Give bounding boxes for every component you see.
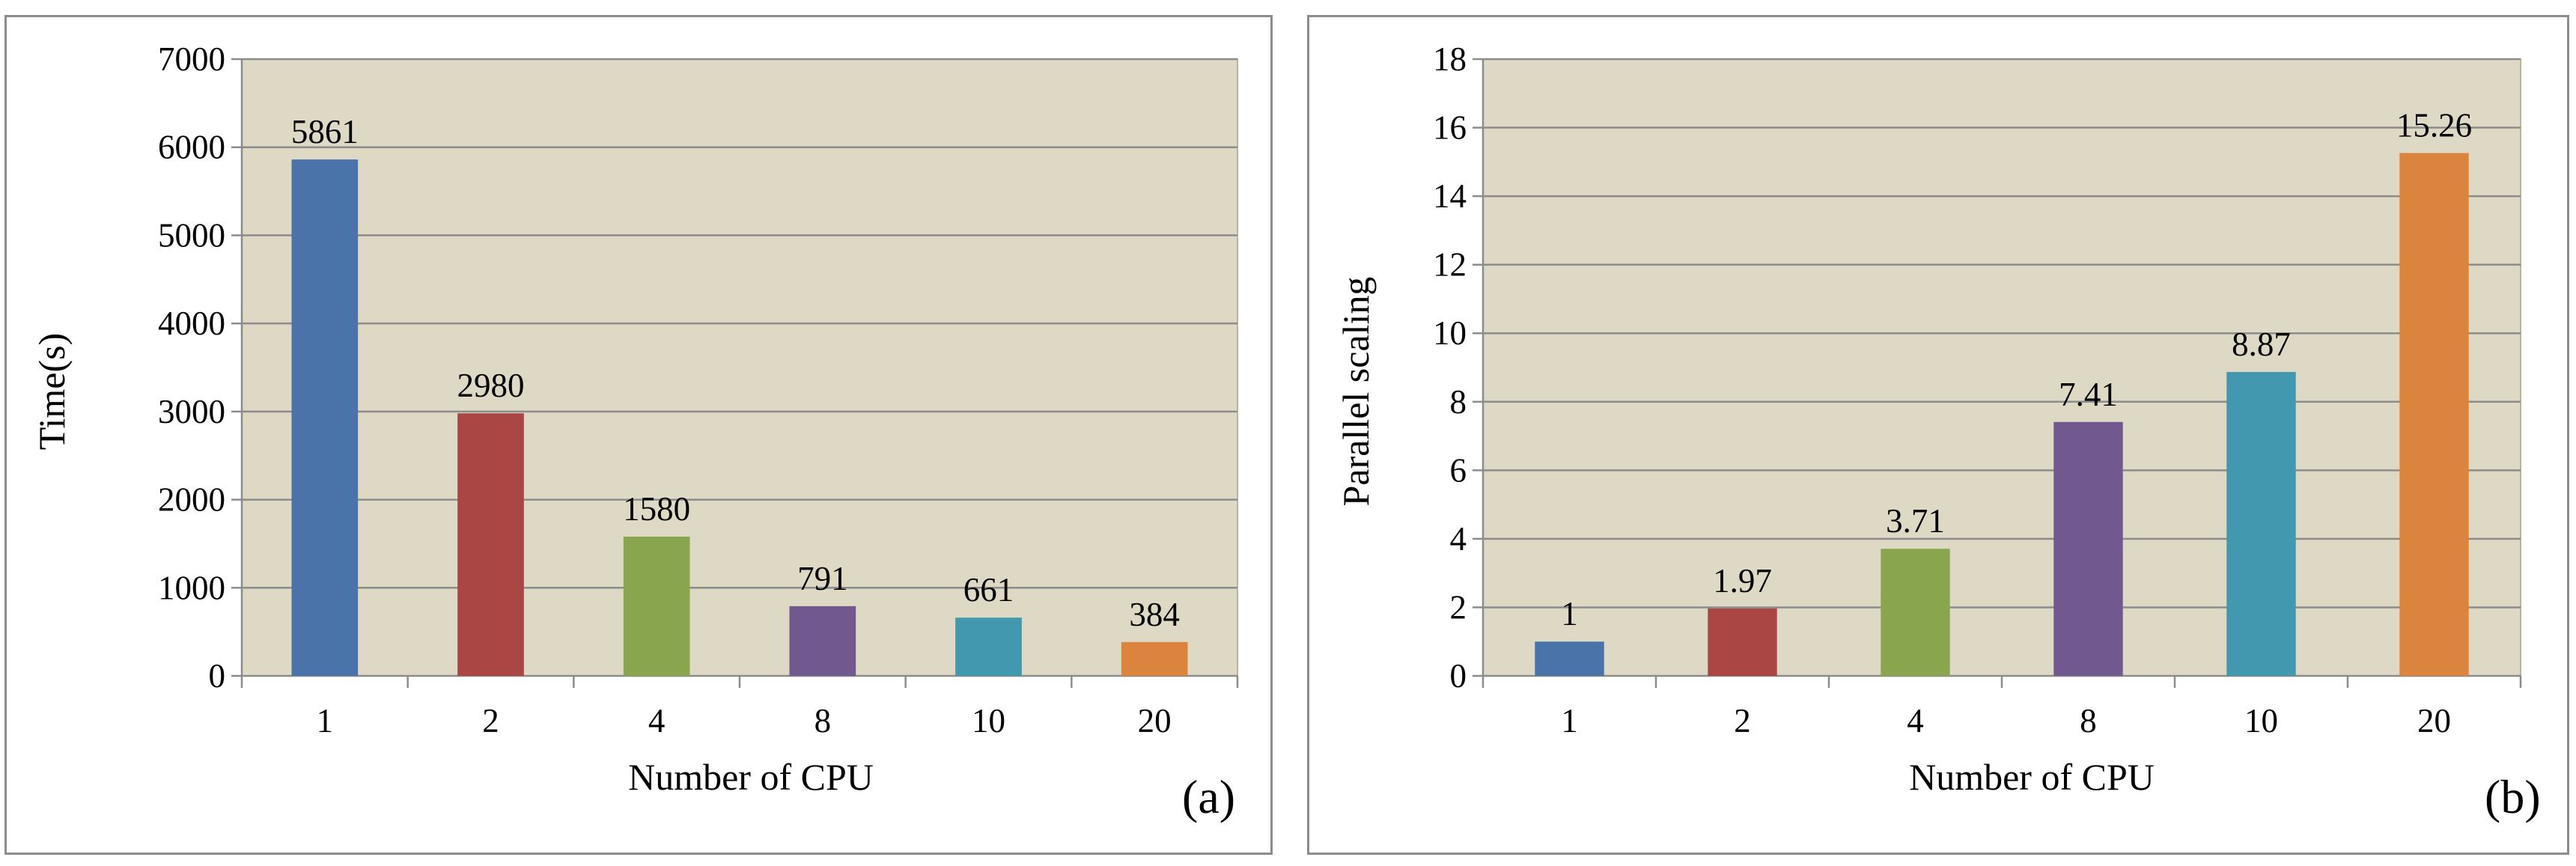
chart-b-data-label-4: 3.71 — [1886, 502, 1945, 540]
chart-b-y-axis-title: Parallel scaling — [1335, 276, 1377, 507]
chart-b-data-label-10: 8.87 — [2232, 326, 2291, 363]
chart-panel-b: 0 2 4 6 8 10 12 14 16 18 1 1 1.97 2 3.71 4 7.41 8 8.87 10 15… — [1307, 15, 2569, 855]
chart-b-y-tick-label: 4 — [1450, 520, 1467, 558]
chart-a-data-label-10: 661 — [963, 571, 1014, 609]
chart-b-x-tick-label-8: 8 — [2080, 702, 2097, 740]
chart-b-bar-4 — [1881, 549, 1950, 676]
chart-a-y-tick-label: 7000 — [158, 40, 225, 78]
chart-b-y-tick-label: 10 — [1433, 314, 1467, 352]
chart-b-x-tick-label-20: 20 — [2417, 702, 2451, 740]
chart-panel-a: 0 1000 2000 3000 4000 5000 6000 7000 5861 1 2980 2 1… — [4, 15, 1273, 855]
chart-a-y-tick-label: 6000 — [158, 129, 225, 166]
chart-a-x-tick-label-8: 8 — [814, 702, 832, 740]
chart-a-x-tick-label-1: 1 — [317, 702, 334, 740]
chart-a-data-label-1: 5861 — [291, 113, 359, 150]
chart-a-plot-area — [241, 58, 1238, 677]
chart-a-bar-8 — [789, 606, 856, 676]
chart-b-data-label-20: 15.26 — [2396, 106, 2472, 144]
chart-b-data-label-2: 1.97 — [1713, 562, 1772, 600]
chart-b-data-label-8: 7.41 — [2059, 376, 2118, 413]
chart-b-y-tick-label: 12 — [1433, 246, 1467, 284]
chart-a-data-label-4: 1580 — [623, 490, 690, 528]
chart-a-y-tick-label: 4000 — [158, 305, 225, 342]
chart-b-y-tick-label: 16 — [1433, 109, 1467, 147]
chart-b-data-label-1: 1 — [1561, 595, 1578, 632]
chart-a-bar-4 — [623, 537, 690, 676]
chart-b-y-tick-label: 6 — [1450, 451, 1467, 489]
chart-b-bar-1 — [1535, 641, 1604, 676]
chart-a-bar-1 — [291, 159, 359, 677]
chart-a-bar-10 — [955, 618, 1022, 676]
chart-a-x-tick-label-20: 20 — [1138, 702, 1172, 740]
chart-b-panel-label: (b) — [2485, 770, 2541, 823]
chart-a-y-tick-label: 2000 — [158, 481, 225, 519]
chart-a-y-tick-label: 0 — [209, 657, 226, 695]
chart-b-plot-area — [1482, 58, 2521, 677]
chart-a-x-axis-title: Number of CPU — [628, 756, 874, 798]
chart-b-y-tick-label: 0 — [1450, 657, 1467, 695]
chart-b-x-tick-label-1: 1 — [1561, 702, 1578, 740]
chart-a-panel-label: (a) — [1182, 770, 1236, 823]
chart-a-x-tick-label-4: 4 — [648, 702, 666, 740]
chart-a-y-axis-title: Time(s) — [31, 332, 73, 451]
chart-a-x-tick-label-10: 10 — [972, 702, 1005, 740]
chart-b-x-tick-label-10: 10 — [2244, 702, 2278, 740]
chart-a-y-tick-label: 1000 — [158, 569, 225, 606]
chart-b-x-tick-label-2: 2 — [1734, 702, 1751, 740]
chart-b-bar-8 — [2053, 421, 2123, 676]
chart-a-data-label-20: 384 — [1129, 596, 1180, 633]
chart-a-y-tick-label: 5000 — [158, 216, 225, 254]
chart-b-x-axis-title: Number of CPU — [1909, 756, 2155, 798]
chart-a-x-tick-label-2: 2 — [482, 702, 499, 740]
chart-b-svg: 0 2 4 6 8 10 12 14 16 18 1 1 1.97 2 3.71 4 7.41 8 8.87 10 15… — [1433, 40, 2522, 740]
chart-b-bar-10 — [2226, 371, 2296, 676]
chart-b-y-tick-label: 8 — [1450, 383, 1467, 421]
chart-a-svg: 0 1000 2000 3000 4000 5000 6000 7000 5861 1 2980 2 1… — [158, 40, 1239, 740]
chart-a-bar-2 — [457, 413, 524, 676]
chart-a-data-label-2: 2980 — [457, 367, 525, 404]
chart-b-bar-20 — [2399, 153, 2469, 677]
chart-b-bar-2 — [1708, 608, 1777, 676]
chart-b-y-tick-label: 18 — [1433, 40, 1467, 78]
chart-b-y-tick-label: 2 — [1450, 588, 1467, 626]
chart-a-y-tick-label: 3000 — [158, 393, 225, 430]
chart-b-x-tick-label-4: 4 — [1907, 702, 1924, 740]
chart-b-y-tick-label: 14 — [1433, 177, 1467, 215]
chart-a-data-label-8: 791 — [797, 560, 848, 597]
chart-a-bar-20 — [1121, 641, 1188, 676]
